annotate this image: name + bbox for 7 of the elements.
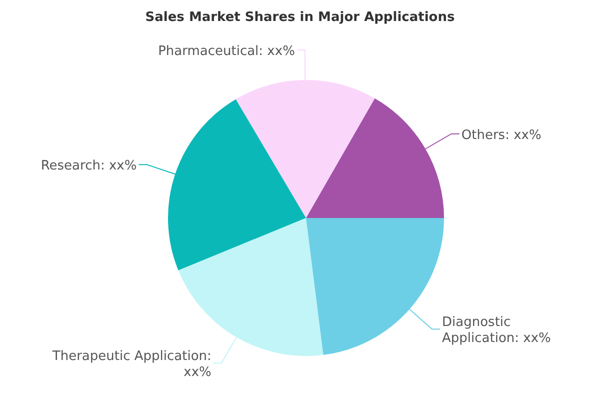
slice-label: Therapeutic Application: xx% [51, 349, 212, 380]
pie-slice [306, 218, 444, 355]
slice-label: Others: xx% [461, 128, 542, 143]
slice-label: Pharmaceutical: xx% [158, 44, 295, 60]
chart-title: Sales Market Shares in Major Applications [144, 10, 456, 25]
slice-label: Research: xx% [40, 158, 137, 174]
slice-label: Diagnostic Application: xx% [442, 315, 551, 346]
